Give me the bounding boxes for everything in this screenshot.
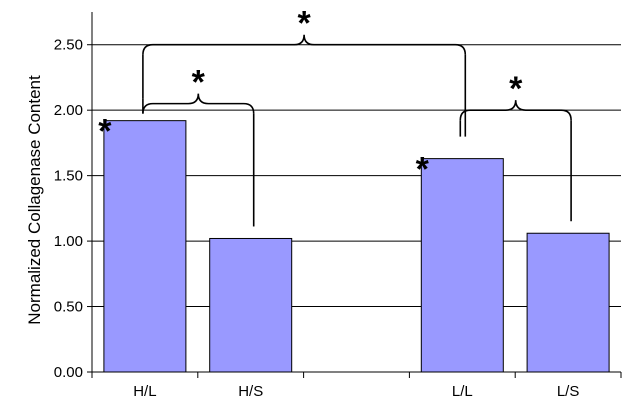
y-tick-label: 1.50 xyxy=(54,168,83,185)
bars xyxy=(103,120,610,373)
bar xyxy=(209,237,293,373)
bar xyxy=(420,158,504,373)
bar xyxy=(103,120,187,373)
y-tick-label: 1.00 xyxy=(54,233,83,250)
x-tick-label: H/S xyxy=(238,383,263,400)
x-tick-label: L/S xyxy=(557,383,580,400)
significance-star: * xyxy=(509,70,523,108)
y-tick-label: 0.00 xyxy=(54,364,83,381)
y-tick-label: 2.50 xyxy=(54,37,83,54)
significance-brace xyxy=(142,93,255,114)
y-tick-label: 0.50 xyxy=(54,299,83,316)
significance-annotations: * * * * * xyxy=(98,5,572,227)
y-tick-label: 2.00 xyxy=(54,102,83,119)
x-tick-label: H/L xyxy=(133,383,156,400)
bar xyxy=(526,232,610,373)
y-axis-title: Normalized Collagenase Content xyxy=(25,75,44,325)
x-tick-label: L/L xyxy=(452,383,473,400)
significance-brace xyxy=(142,34,467,55)
bar-marker-star: * xyxy=(416,151,430,189)
bar-marker-star: * xyxy=(98,113,112,151)
significance-star: * xyxy=(192,64,206,102)
axes: H/L H/S L/L L/S xyxy=(91,12,622,400)
significance-star: * xyxy=(297,5,311,43)
